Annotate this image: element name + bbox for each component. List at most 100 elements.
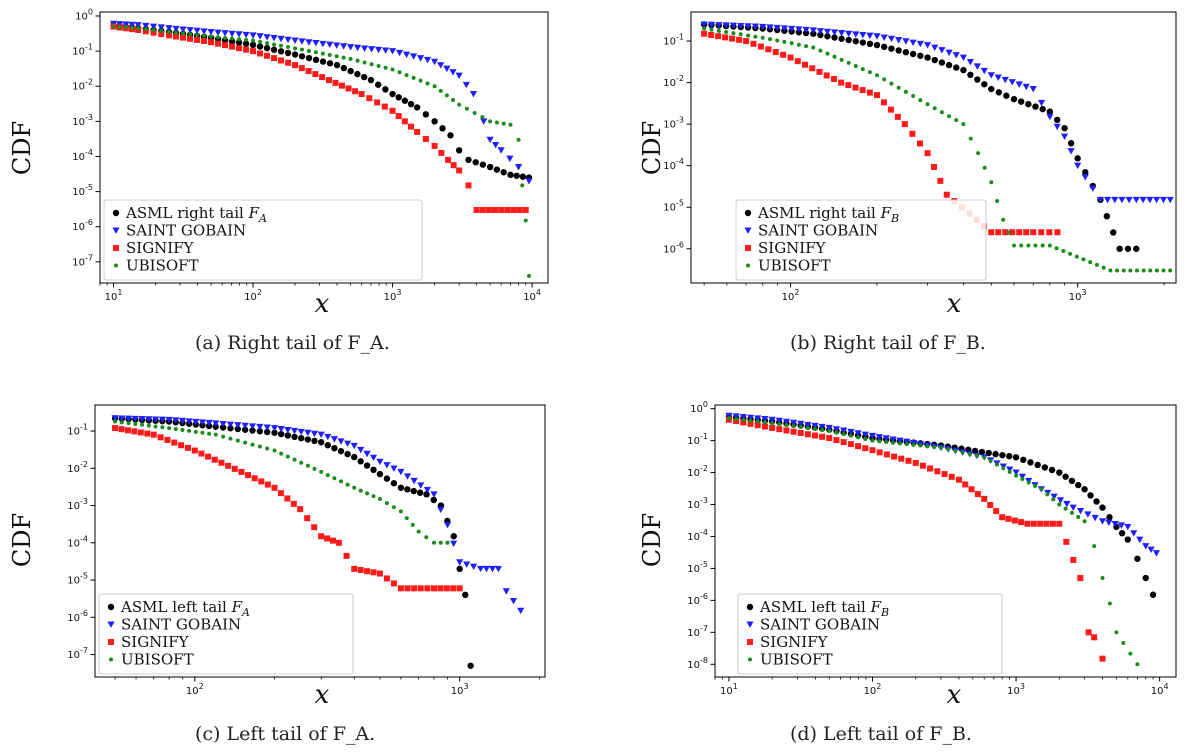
point-saint-gobain	[374, 46, 383, 54]
point-saint-gobain	[298, 38, 306, 45]
point-saint-gobain	[131, 415, 139, 423]
point-signify	[479, 206, 486, 213]
point-ubisoft	[258, 39, 263, 44]
point-signify	[916, 140, 923, 147]
point-ubisoft	[975, 453, 980, 458]
point-asml-left-tail-f-b	[1006, 453, 1013, 460]
point-asml-right-tail-f-b	[1046, 108, 1054, 115]
point-ubisoft	[293, 46, 298, 51]
point-signify	[783, 427, 790, 434]
point-saint-gobain	[291, 37, 299, 44]
point-signify	[243, 46, 250, 53]
point-ubisoft	[160, 425, 165, 430]
point-saint-gobain	[852, 31, 860, 38]
point-signify	[750, 40, 757, 47]
legend-label: SAINT GOBAIN	[126, 222, 246, 240]
point-saint-gobain	[700, 21, 708, 28]
point-signify	[236, 45, 243, 52]
point-saint-gobain	[214, 29, 222, 36]
y-tick-label: 10-6	[663, 240, 684, 255]
point-saint-gobain	[811, 422, 819, 430]
point-asml-left-tail-f-b	[971, 447, 979, 455]
point-asml-right-tail-f-a	[340, 64, 348, 72]
point-saint-gobain	[128, 21, 136, 29]
point-ubisoft	[1121, 640, 1126, 645]
legend-label: ASML left tail FB	[759, 598, 889, 619]
point-saint-gobain	[158, 416, 166, 424]
point-saint-gobain	[122, 21, 130, 28]
point-ubisoft	[1063, 506, 1068, 511]
point-asml-right-tail-f-b	[831, 34, 838, 41]
point-signify	[722, 34, 729, 41]
chart-c: 102 103 10-1 10-2 10-3 10-4 10-5 10-6 10-7 ASML l…	[8, 404, 546, 710]
point-saint-gobain	[340, 43, 348, 50]
point-asml-right-tail-f-b	[838, 35, 845, 42]
point-saint-gobain	[903, 438, 911, 446]
point-saint-gobain	[1074, 162, 1082, 170]
y-tick-label: 10-5	[663, 199, 684, 214]
point-ubisoft	[113, 419, 118, 424]
point-ubisoft	[1033, 243, 1038, 248]
data-points	[111, 415, 525, 669]
point-saint-gobain	[488, 565, 497, 573]
point-saint-gobain	[186, 27, 194, 34]
point-signify	[366, 95, 373, 102]
legend-marker-signify	[747, 639, 753, 645]
point-asml-left-tail-f-b	[1048, 466, 1056, 474]
point-saint-gobain	[138, 416, 146, 423]
point-asml-right-tail-f-a	[305, 54, 313, 62]
point-ubisoft	[805, 426, 810, 431]
point-signify	[859, 87, 866, 94]
point-ubisoft	[741, 417, 746, 422]
legend-marker-saint-gobain	[746, 621, 754, 628]
point-signify	[708, 31, 715, 38]
x-tick-label: 101	[720, 682, 738, 697]
point-saint-gobain	[773, 24, 781, 32]
point-signify	[1037, 520, 1044, 527]
point-ubisoft	[1121, 268, 1126, 273]
point-signify	[258, 478, 265, 485]
point-ubisoft	[355, 58, 360, 63]
point-saint-gobain	[469, 91, 478, 98]
legend-label: UBISOFT	[760, 651, 833, 669]
point-ubisoft	[1020, 477, 1025, 482]
point-asml-right-tail-f-b	[917, 52, 924, 59]
point-saint-gobain	[889, 436, 897, 443]
point-ubisoft	[848, 433, 853, 438]
point-ubisoft	[918, 443, 923, 448]
point-saint-gobain	[234, 422, 242, 429]
point-signify	[450, 162, 457, 169]
y-tick-label: 10-4	[687, 528, 708, 543]
point-ubisoft	[438, 88, 443, 93]
point-ubisoft	[516, 137, 521, 142]
point-saint-gobain	[330, 436, 338, 443]
point-ubisoft	[877, 439, 882, 444]
point-signify	[411, 585, 418, 592]
point-ubisoft	[398, 509, 403, 514]
point-saint-gobain	[1111, 196, 1119, 204]
point-asml-right-tail-f-b	[895, 47, 902, 54]
point-saint-gobain	[1096, 196, 1105, 204]
point-ubisoft	[404, 73, 409, 78]
point-signify	[352, 88, 359, 95]
point-signify	[124, 427, 131, 434]
point-ubisoft	[279, 451, 284, 456]
point-ubisoft	[1154, 268, 1159, 273]
point-ubisoft	[228, 436, 233, 441]
point-saint-gobain	[353, 44, 362, 52]
point-ubisoft	[1135, 662, 1140, 667]
point-saint-gobain	[172, 25, 180, 33]
point-ubisoft	[1054, 246, 1059, 251]
point-saint-gobain	[838, 30, 846, 37]
point-saint-gobain	[1091, 514, 1099, 522]
point-saint-gobain	[795, 26, 803, 33]
point-ubisoft	[702, 26, 707, 31]
point-saint-gobain	[729, 22, 738, 30]
point-saint-gobain	[895, 37, 903, 44]
point-ubisoft	[526, 273, 531, 278]
data-points	[700, 21, 1174, 273]
point-saint-gobain	[118, 415, 126, 422]
point-ubisoft	[445, 540, 450, 545]
point-asml-left-tail-f-a	[410, 487, 417, 495]
point-signify	[811, 432, 818, 439]
